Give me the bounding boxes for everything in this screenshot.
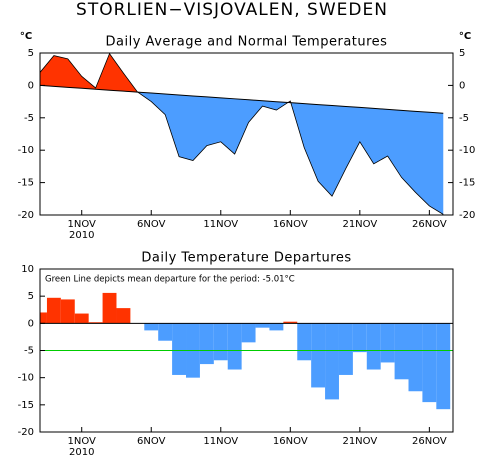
page-title: STORLIEN−VISJOVALEN, SWEDEN: [76, 0, 388, 20]
normal-line: [40, 84, 444, 114]
y2-tick-label: -10: [459, 145, 475, 156]
x-tick-label: 21NOV: [342, 219, 377, 230]
bar: [172, 323, 187, 375]
bar: [352, 323, 367, 353]
bar: [158, 323, 173, 341]
bar: [213, 323, 228, 361]
y-tick-label: -10: [18, 145, 34, 156]
bar: [199, 323, 214, 365]
chart-title: Daily Average and Normal Temperatures: [106, 35, 388, 50]
y-tick-label: 0: [28, 80, 34, 91]
x-tick-label: 11NOV: [203, 436, 238, 447]
bar: [325, 323, 339, 400]
y-tick-label: 0: [28, 318, 34, 329]
x-tick-label: 26NOV: [412, 219, 447, 230]
bar: [74, 313, 89, 324]
x-year-label: 2010: [69, 230, 94, 241]
y2-tick-label: 0: [459, 80, 465, 91]
y-tick-label: -10: [18, 373, 34, 384]
bar: [269, 323, 284, 331]
y-tick-label: 5: [28, 48, 34, 59]
x-tick-label: 1NOV: [68, 219, 97, 230]
bar: [380, 323, 395, 363]
bar: [408, 323, 423, 392]
chart-title: Daily Temperature Departures: [141, 251, 351, 266]
bar: [241, 323, 256, 343]
y-tick-label: -20: [18, 210, 34, 221]
bar: [422, 323, 437, 403]
average-line: [40, 53, 444, 215]
y-tick-label: 5: [28, 291, 34, 302]
bar: [227, 323, 242, 370]
bar: [88, 322, 103, 324]
bar: [283, 321, 298, 324]
y-tick-label: -15: [18, 400, 34, 411]
annotation: Green Line depicts mean departure for th…: [45, 275, 295, 285]
plot-area: [40, 53, 444, 215]
bar: [46, 297, 61, 324]
bar: [436, 323, 451, 410]
y2-tick-label: -5: [459, 113, 469, 124]
x-tick-label: 1NOV: [68, 436, 97, 447]
x-tick-label: 21NOV: [342, 436, 377, 447]
bar: [338, 323, 353, 375]
y2-tick-label: -15: [459, 178, 475, 189]
x-tick-label: 6NOV: [137, 436, 166, 447]
bar: [60, 299, 75, 324]
y-tick-label: -20: [18, 427, 34, 438]
y-axis-label: °C: [20, 31, 32, 42]
y-tick-label: -5: [24, 346, 34, 357]
y-tick-label: -5: [24, 113, 34, 124]
y-tick-label: -15: [18, 178, 34, 189]
bar: [255, 323, 270, 328]
bar: [366, 323, 381, 370]
x-tick-label: 16NOV: [273, 436, 308, 447]
y2-axis-label: °C: [459, 31, 471, 42]
x-tick-label: 6NOV: [137, 219, 166, 230]
bar: [102, 292, 117, 324]
bar: [40, 312, 47, 324]
x-tick-label: 11NOV: [203, 219, 238, 230]
y2-tick-label: 5: [459, 48, 465, 59]
bar: [297, 323, 312, 361]
x-year-label: 2010: [69, 447, 94, 456]
bar: [116, 308, 131, 324]
bar: [394, 323, 409, 380]
y-tick-label: 10: [21, 264, 34, 275]
y2-tick-label: -20: [459, 210, 475, 221]
bar: [144, 323, 159, 331]
bar: [311, 323, 326, 388]
x-tick-label: 16NOV: [273, 219, 308, 230]
x-tick-label: 26NOV: [412, 436, 447, 447]
plot-frame: [39, 52, 454, 216]
